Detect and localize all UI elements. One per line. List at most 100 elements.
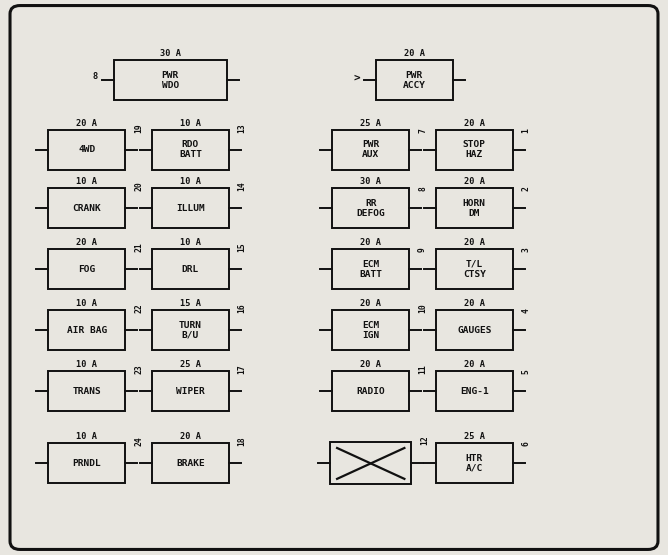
Text: 25 A: 25 A — [464, 432, 485, 441]
Text: 19: 19 — [134, 123, 143, 133]
Bar — [49, 130, 125, 170]
Text: 23: 23 — [134, 364, 143, 374]
Text: 10 A: 10 A — [180, 177, 201, 186]
Text: 13: 13 — [238, 123, 246, 133]
Bar — [436, 371, 512, 411]
Bar — [152, 249, 228, 289]
Text: 9: 9 — [418, 247, 427, 252]
Text: 10 A: 10 A — [76, 360, 98, 369]
Text: PWR
WDO: PWR WDO — [162, 71, 179, 90]
Text: STOP
HAZ: STOP HAZ — [463, 140, 486, 159]
Text: 20 A: 20 A — [464, 360, 485, 369]
Bar — [152, 188, 228, 228]
Text: HORN
DM: HORN DM — [463, 199, 486, 218]
Text: 21: 21 — [134, 242, 143, 252]
Text: FOG: FOG — [78, 265, 96, 274]
Text: 11: 11 — [418, 364, 427, 374]
Text: WIPER: WIPER — [176, 387, 205, 396]
Text: 20 A: 20 A — [464, 299, 485, 308]
Text: 14: 14 — [238, 181, 246, 191]
Text: 8: 8 — [418, 186, 427, 191]
Text: TURN
B/U: TURN B/U — [179, 321, 202, 340]
Text: 22: 22 — [134, 303, 143, 313]
Text: 10: 10 — [418, 303, 427, 313]
Text: 20 A: 20 A — [464, 119, 485, 128]
Text: RDO
BATT: RDO BATT — [179, 140, 202, 159]
Text: 20: 20 — [134, 181, 143, 191]
Text: TRANS: TRANS — [72, 387, 102, 396]
Text: 1: 1 — [522, 128, 530, 133]
Text: 20 A: 20 A — [403, 49, 425, 58]
Text: GAUGES: GAUGES — [457, 326, 492, 335]
Bar — [49, 188, 125, 228]
Bar — [333, 249, 409, 289]
Text: ENG-1: ENG-1 — [460, 387, 489, 396]
Text: 7: 7 — [418, 128, 427, 133]
Bar — [49, 371, 125, 411]
Bar — [333, 371, 409, 411]
Text: 6: 6 — [522, 441, 530, 446]
Bar — [333, 310, 409, 350]
Text: >: > — [353, 72, 359, 82]
Text: ECM
BATT: ECM BATT — [359, 260, 382, 279]
Text: ILLUM: ILLUM — [176, 204, 205, 213]
Text: 10 A: 10 A — [180, 119, 201, 128]
Text: 10 A: 10 A — [76, 432, 98, 441]
Bar — [436, 130, 512, 170]
Text: 4WD: 4WD — [78, 145, 96, 154]
Text: 24: 24 — [134, 436, 143, 446]
Bar — [49, 310, 125, 350]
Text: 10 A: 10 A — [76, 177, 98, 186]
Text: 3: 3 — [522, 247, 530, 252]
Text: 5: 5 — [522, 369, 530, 374]
Text: DRL: DRL — [182, 265, 199, 274]
Text: CRANK: CRANK — [72, 204, 102, 213]
Text: 30 A: 30 A — [360, 177, 381, 186]
Bar — [333, 188, 409, 228]
Text: PWR
ACCY: PWR ACCY — [403, 71, 426, 90]
Bar — [333, 130, 409, 170]
Bar — [436, 443, 512, 483]
Text: 15 A: 15 A — [180, 299, 201, 308]
Text: HTR
A/C: HTR A/C — [466, 454, 483, 473]
Text: 30 A: 30 A — [160, 49, 181, 58]
Text: 10 A: 10 A — [76, 299, 98, 308]
Bar — [152, 130, 228, 170]
Text: 10 A: 10 A — [180, 238, 201, 247]
Bar — [375, 60, 453, 100]
Text: 20 A: 20 A — [76, 238, 98, 247]
Text: 20 A: 20 A — [180, 432, 201, 441]
Text: 20 A: 20 A — [464, 177, 485, 186]
Text: 4: 4 — [522, 308, 530, 313]
Text: RADIO: RADIO — [356, 387, 385, 396]
Text: 2: 2 — [522, 186, 530, 191]
Text: ECM
IGN: ECM IGN — [362, 321, 379, 340]
Text: 20 A: 20 A — [360, 360, 381, 369]
Text: 12: 12 — [420, 436, 429, 445]
Bar — [331, 442, 411, 485]
Text: PRNDL: PRNDL — [72, 459, 102, 468]
Bar — [436, 188, 512, 228]
Bar — [436, 249, 512, 289]
Text: 20 A: 20 A — [464, 238, 485, 247]
Bar — [49, 249, 125, 289]
Text: 17: 17 — [238, 364, 246, 374]
Bar — [152, 310, 228, 350]
Text: T/L
CTSY: T/L CTSY — [463, 260, 486, 279]
Text: 20 A: 20 A — [76, 119, 98, 128]
Bar — [152, 443, 228, 483]
Text: 18: 18 — [238, 436, 246, 446]
Text: AIR BAG: AIR BAG — [67, 326, 107, 335]
Text: 8: 8 — [92, 72, 98, 80]
Text: 20 A: 20 A — [360, 238, 381, 247]
Text: 15: 15 — [238, 242, 246, 252]
FancyBboxPatch shape — [10, 6, 658, 549]
Bar — [49, 443, 125, 483]
Text: 20 A: 20 A — [360, 299, 381, 308]
Text: 25 A: 25 A — [360, 119, 381, 128]
Text: 25 A: 25 A — [180, 360, 201, 369]
Text: BRAKE: BRAKE — [176, 459, 205, 468]
Bar — [436, 310, 512, 350]
Text: RR
DEFOG: RR DEFOG — [356, 199, 385, 218]
Bar — [152, 371, 228, 411]
